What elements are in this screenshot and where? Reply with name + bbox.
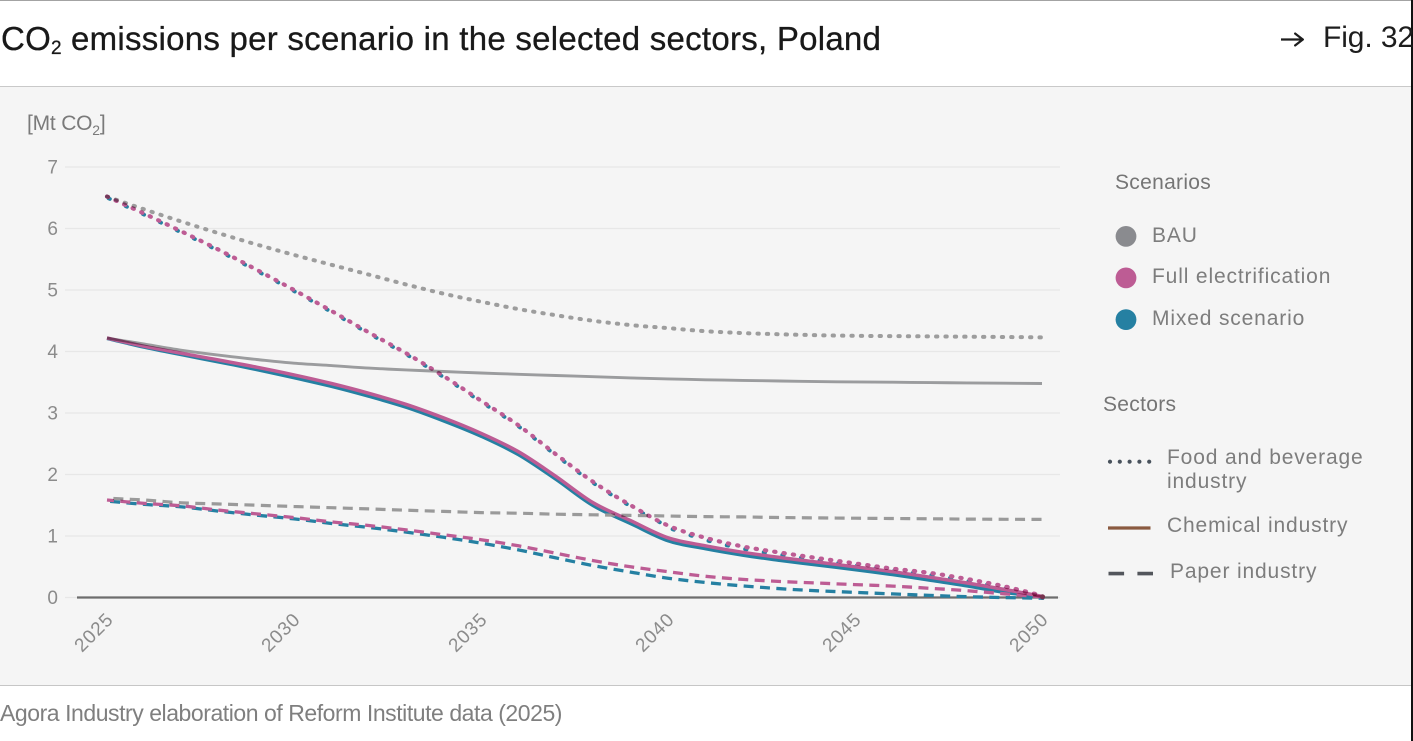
- svg-text:1: 1: [47, 527, 58, 548]
- svg-text:4: 4: [47, 342, 58, 363]
- svg-text:6: 6: [47, 219, 58, 240]
- svg-text:0: 0: [47, 588, 58, 609]
- svg-text:2045: 2045: [819, 609, 866, 656]
- svg-text:2: 2: [47, 465, 58, 486]
- svg-text:2030: 2030: [258, 609, 305, 656]
- svg-text:2040: 2040: [632, 609, 679, 656]
- svg-text:2035: 2035: [445, 609, 492, 656]
- svg-text:2050: 2050: [1006, 609, 1053, 656]
- svg-text:7: 7: [47, 158, 58, 179]
- svg-text:2025: 2025: [71, 609, 118, 656]
- svg-text:5: 5: [47, 281, 58, 302]
- svg-text:3: 3: [47, 404, 58, 425]
